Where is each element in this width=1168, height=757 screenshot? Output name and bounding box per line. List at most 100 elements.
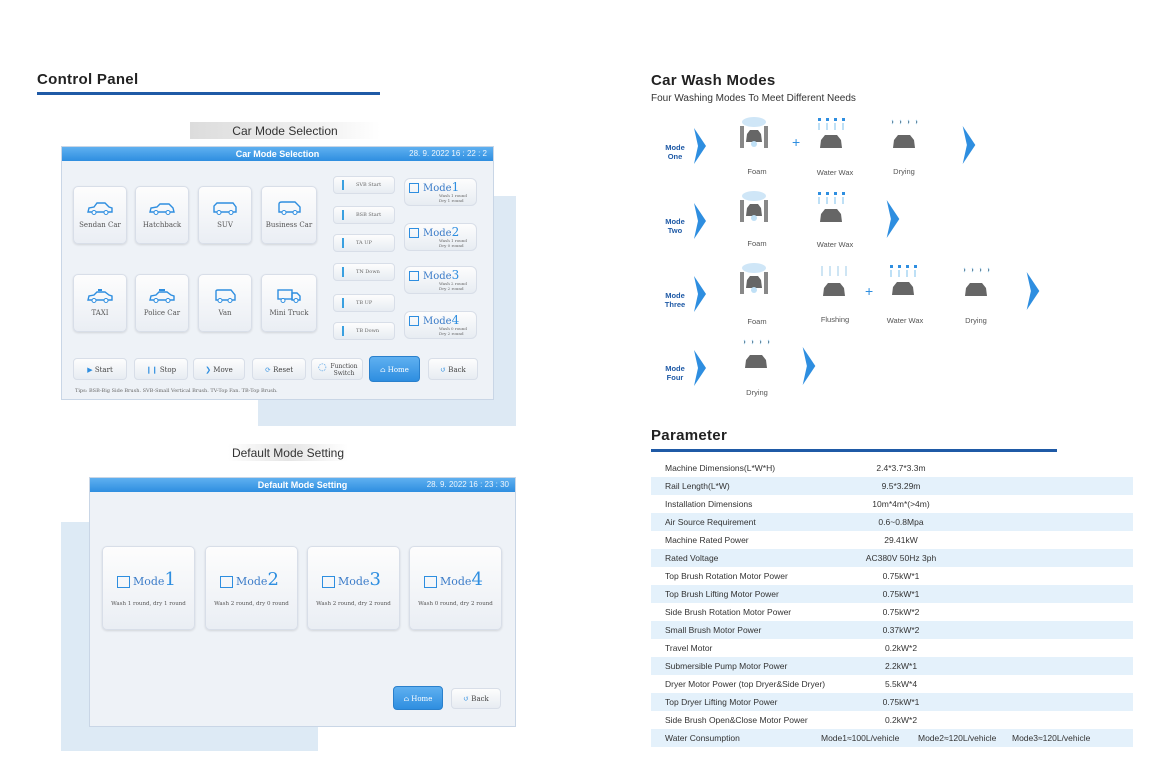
control-label: SVB Start — [356, 182, 382, 188]
car-mode-caption: Car Mode Selection — [232, 124, 338, 138]
default-mode-3-card[interactable]: Mode3 Wash 2 round, dry 2 round — [307, 546, 400, 630]
control-label: TB UP — [356, 300, 373, 306]
grid-list-icon — [409, 316, 419, 326]
chevron-right-icon — [694, 350, 706, 386]
table-row: Machine Rated Power 29.41kW — [665, 535, 918, 545]
mode-description: Wash 0 round, dry 2 round — [418, 601, 493, 607]
mode-wash: Wash 0 round — [439, 326, 467, 331]
chevron-right-icon — [694, 128, 706, 164]
table-row: Travel Motor 0.2kW*2 — [665, 643, 918, 653]
arrow-up-icon — [342, 238, 350, 248]
arrow-down-icon — [342, 267, 350, 277]
drying-car-icon — [891, 119, 918, 148]
step-label: Foam — [747, 317, 767, 326]
step-label: Drying — [746, 388, 768, 397]
mode-label: Mode — [236, 575, 268, 588]
function-switch-button[interactable]: ◌ Function Switch — [311, 358, 363, 380]
arrow-down-icon — [342, 326, 350, 336]
table-row: Top Dryer Lifting Motor Power 0.75kW*1 — [651, 693, 1133, 711]
home-label: Home — [411, 695, 433, 703]
move-button[interactable]: ❯ Move — [193, 358, 245, 380]
tn-down-button[interactable]: TN Down — [333, 263, 395, 281]
control-label: BSB Start — [356, 212, 382, 218]
refresh-icon: ⟳ — [264, 366, 274, 374]
mode-2-button[interactable]: Mode2 Wash 1 round Dry 0 round — [404, 223, 477, 251]
van-car-icon — [215, 289, 236, 303]
default-back-button[interactable]: ↺ Back — [451, 688, 501, 709]
reset-button[interactable]: ⟳ Reset — [252, 358, 306, 380]
default-mode-4-card[interactable]: Mode4 Wash 0 round, dry 2 round — [409, 546, 502, 630]
foam-brush-car-icon — [740, 263, 768, 294]
mode-1-button[interactable]: Mode1 Wash 1 round Dry 1 round — [404, 178, 477, 206]
mode-four-label: Mode Four — [665, 364, 685, 382]
car-card-sedan[interactable]: Sendan Car — [73, 186, 127, 244]
step-label: Water Wax — [886, 316, 924, 325]
default-mode-2-card[interactable]: Mode2 Wash 2 round, dry 0 round — [205, 546, 298, 630]
drying-car-icon — [743, 339, 770, 368]
table-row: Dryer Motor Power (top Dryer&Side Dryer)… — [665, 679, 918, 689]
grid-list-icon — [409, 183, 419, 193]
police-car-icon — [149, 289, 175, 303]
mode-one-label: Mode One — [665, 143, 685, 161]
plus-sign: + — [865, 283, 874, 299]
back-button[interactable]: ↺ Back — [428, 358, 478, 380]
back-label: Back — [471, 695, 489, 703]
bsb-start-button[interactable]: BSB Start — [333, 206, 395, 224]
car-wash-modes-subtitle: Four Washing Modes To Meet Different Nee… — [651, 93, 856, 104]
move-label: Move — [213, 366, 233, 374]
car-label: Sendan Car — [79, 221, 121, 229]
control-label: TB Down — [356, 328, 380, 334]
foam-brush-car-icon — [740, 191, 768, 222]
car-card-suv[interactable]: SUV — [198, 186, 252, 244]
mode-description: Wash 2 round, dry 0 round — [214, 601, 289, 607]
mode-label: Mode — [440, 575, 472, 588]
chevron-right-icon — [694, 276, 706, 312]
ta-up-button[interactable]: TA UP — [333, 234, 395, 252]
grid-list-icon — [424, 576, 437, 588]
car-card-business[interactable]: Business Car — [261, 186, 317, 244]
chevron-right-icon — [886, 200, 900, 238]
start-button[interactable]: ▶ Start — [73, 358, 127, 380]
control-label: TN Down — [356, 269, 380, 275]
car-card-taxi[interactable]: TAXI — [73, 274, 127, 332]
tb-down-button[interactable]: TB Down — [333, 322, 395, 340]
car-label: Business Car — [265, 221, 313, 229]
default-screen-title: Default Mode Setting — [257, 480, 348, 490]
car-card-mini-truck[interactable]: Mini Truck — [261, 274, 317, 332]
chevron-right-icon — [962, 126, 976, 164]
table-row: Installation Dimensions 10m*4m*(>4m) — [665, 499, 930, 509]
grid-list-icon — [322, 576, 335, 588]
home-button[interactable]: ⌂ Home — [369, 356, 420, 382]
stop-button[interactable]: ❙❙ Stop — [134, 358, 188, 380]
table-row: Machine Dimensions(L*W*H) 2.4*3.7*3.3m — [665, 463, 926, 473]
business-car-icon — [278, 201, 301, 215]
car-label: Police Car — [143, 309, 181, 317]
flushing-car-icon — [821, 266, 847, 296]
default-mode-1-card[interactable]: Mode1 Wash 1 round, dry 1 round — [102, 546, 195, 630]
svb-start-button[interactable]: SVB Start — [333, 176, 395, 194]
mode-3-button[interactable]: Mode3 Wash 2 round Dry 2 round — [404, 266, 477, 294]
car-label: Hatchback — [142, 221, 182, 229]
reset-label: Reset — [273, 366, 294, 374]
suv-car-icon — [213, 202, 237, 215]
car-card-van[interactable]: Van — [198, 274, 252, 332]
water-wax-car-icon — [890, 265, 917, 295]
mini-truck-icon — [277, 289, 301, 303]
water-wax-car-icon — [818, 118, 845, 148]
mode-4-button[interactable]: Mode4 Wash 0 round Dry 2 round — [404, 311, 477, 339]
default-home-button[interactable]: ⌂ Home — [393, 686, 443, 710]
mode-label: Mode — [133, 575, 165, 588]
car-card-police[interactable]: Police Car — [135, 274, 189, 332]
step-label: Foam — [747, 167, 767, 176]
mode-label: Mode — [338, 575, 370, 588]
default-timestamp: 28. 9. 2022 16 : 23 : 30 — [426, 480, 509, 489]
default-caption-bar — [228, 444, 348, 461]
car-mode-caption-bar — [190, 122, 380, 139]
chevron-right-icon — [1026, 272, 1040, 310]
tb-up-button[interactable]: TB UP — [333, 294, 395, 312]
chevron-right-icon — [694, 203, 706, 239]
mode-dry: Dry 1 round — [439, 198, 464, 203]
car-card-hatchback[interactable]: Hatchback — [135, 186, 189, 244]
function-label: Function — [330, 363, 358, 370]
grid-list-icon — [409, 271, 419, 281]
